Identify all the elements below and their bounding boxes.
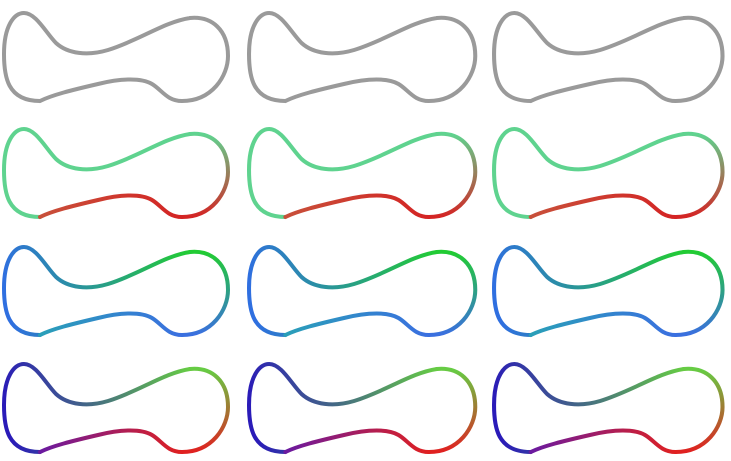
curve-stroke — [1, 10, 231, 103]
curve-segment — [528, 428, 678, 454]
curve-segment — [283, 311, 431, 337]
curve-purple-red-3 — [491, 361, 725, 454]
curve-green-red-1 — [1, 126, 231, 219]
curve-blue-green-3 — [491, 244, 725, 337]
curve-segment — [1, 244, 192, 337]
curve-segment — [38, 428, 184, 454]
curve-segment — [283, 428, 431, 454]
curve-purple-red-1 — [1, 361, 231, 454]
curve-green-red-3 — [491, 126, 725, 219]
curve-stroke — [491, 10, 725, 103]
curve-gray-2 — [246, 10, 478, 103]
curve-segment — [491, 126, 686, 219]
curve-purple-red-2 — [246, 361, 478, 454]
curve-blue-green-2 — [246, 244, 478, 337]
curve-segment — [38, 193, 184, 219]
curve-segment — [528, 311, 678, 337]
curve-segment — [673, 249, 725, 337]
curve-segment — [246, 244, 439, 337]
curve-segment — [180, 249, 231, 337]
curve-segment — [180, 366, 231, 454]
curve-segment — [246, 361, 439, 454]
curve-segment — [426, 366, 478, 454]
curve-blue-green-1 — [1, 244, 231, 337]
curve-segment — [673, 131, 725, 219]
curve-segment — [491, 244, 686, 337]
curve-segment — [180, 131, 231, 219]
curve-segment — [528, 193, 678, 219]
curve-segment — [1, 126, 192, 219]
curve-segment — [673, 366, 725, 454]
curve-gray-3 — [491, 10, 725, 103]
curve-segment — [426, 249, 478, 337]
curve-green-red-2 — [246, 126, 478, 219]
curve-gray-1 — [1, 10, 231, 103]
curve-segment — [426, 131, 478, 219]
curve-stroke — [246, 10, 478, 103]
curve-segment — [1, 361, 192, 454]
curve-segment — [491, 361, 686, 454]
curve-segment — [38, 311, 184, 337]
curve-segment — [283, 193, 431, 219]
curve-segment — [246, 126, 439, 219]
